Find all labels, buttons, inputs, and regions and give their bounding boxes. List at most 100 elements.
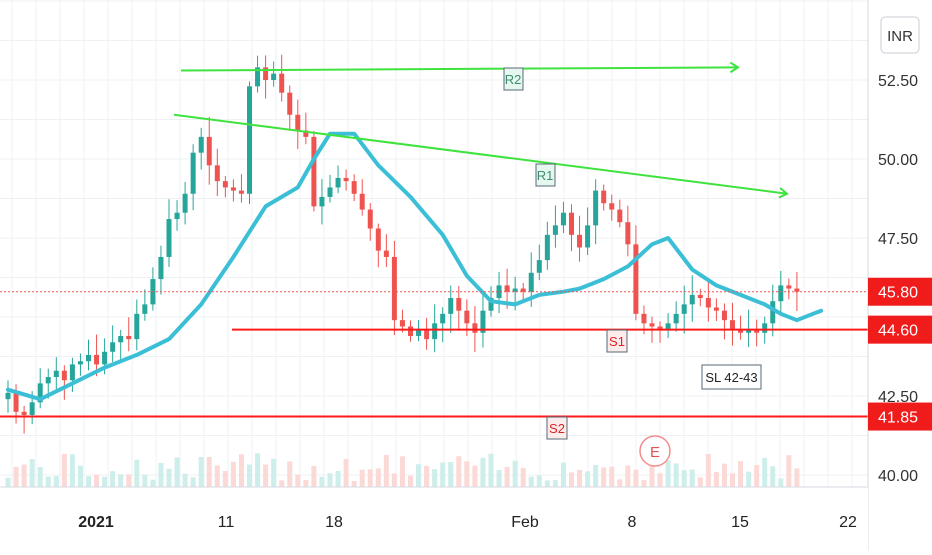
volume-bar <box>37 467 43 487</box>
volume-bar <box>544 480 550 487</box>
candle-body <box>472 323 478 333</box>
candle-body <box>102 351 108 365</box>
candle-body <box>335 177 341 188</box>
candle-body <box>86 354 91 362</box>
resistance-label-box <box>535 163 556 187</box>
candle-body <box>408 326 413 336</box>
candle-body <box>496 285 502 299</box>
volume-bar <box>230 461 236 487</box>
candle-body <box>94 354 100 365</box>
support-price-tag-s1: 44.60 <box>878 323 918 340</box>
volume-bar <box>689 469 695 487</box>
volume-bar <box>432 469 438 487</box>
volume-bar <box>746 471 752 487</box>
currency-box <box>880 16 920 54</box>
candle-body <box>5 392 11 400</box>
candle-body <box>110 342 116 352</box>
candle-body <box>311 136 317 207</box>
candle-body <box>738 329 744 333</box>
x-tick-label: 22 <box>839 514 857 531</box>
candle-body <box>762 323 768 333</box>
x-tick-label: 2021 <box>78 514 114 531</box>
volume-bar <box>327 473 333 487</box>
support-label-box <box>606 329 628 353</box>
volume-bar <box>206 456 212 487</box>
volume-bar <box>166 468 172 487</box>
candle-body <box>69 364 75 381</box>
volume-bar <box>617 479 623 487</box>
volume-bar <box>681 470 687 487</box>
y-tick-label: 52.50 <box>878 73 918 90</box>
volume-bar <box>359 469 365 487</box>
currency-label: INR <box>887 28 913 45</box>
volume-bar <box>721 463 727 487</box>
resistance-line-r1 <box>173 113 788 195</box>
volume-layer <box>5 453 800 487</box>
volume-bar <box>158 462 164 487</box>
candle-body <box>456 298 462 311</box>
candle-body <box>528 272 534 292</box>
support-price-tag-s2-box <box>868 402 932 431</box>
resistance-arrowhead <box>778 187 789 199</box>
time-axis-background <box>0 487 868 550</box>
volume-bar <box>287 461 293 487</box>
candle-body <box>359 193 365 210</box>
candle-body <box>190 152 196 194</box>
candle-body <box>343 177 349 182</box>
candle-body <box>721 310 727 321</box>
candle-body <box>585 225 591 248</box>
candle-body <box>778 285 784 302</box>
x-tick-label: Feb <box>511 514 539 531</box>
resistance-label-r2: R2 <box>505 72 522 87</box>
candle-body <box>142 304 148 314</box>
volume-bar <box>238 454 244 487</box>
candle-body <box>480 310 486 333</box>
ema-layer <box>6 131 824 402</box>
earnings-marker <box>639 435 671 467</box>
candle-body <box>633 244 639 314</box>
volume-bar <box>480 457 486 487</box>
candle-body <box>617 209 623 223</box>
candle-body <box>206 136 212 166</box>
candle-body <box>504 285 510 292</box>
volume-bar <box>657 473 663 487</box>
volume-bar <box>391 473 397 487</box>
volume-bar <box>464 461 470 487</box>
candle-body <box>391 256 397 321</box>
volume-bar <box>102 476 108 487</box>
volume-bar <box>190 477 196 487</box>
volume-bar <box>279 480 285 487</box>
grid-layer <box>0 0 868 487</box>
volume-bar <box>255 453 261 487</box>
candle-body <box>166 219 172 257</box>
volume-bar <box>593 465 599 487</box>
volume-bar <box>665 460 671 487</box>
candle-body <box>399 320 405 327</box>
volume-bar <box>625 465 631 487</box>
volume-bar <box>713 472 719 487</box>
candle-body <box>424 329 430 340</box>
candle-body <box>182 193 188 213</box>
resistance-line-r2 <box>180 66 739 72</box>
volume-bar <box>271 458 277 487</box>
candle-body <box>754 329 760 333</box>
candle-body <box>609 203 615 210</box>
volume-bar <box>424 465 430 487</box>
candle-body <box>271 73 277 80</box>
volume-bar <box>448 462 454 487</box>
volume-bar <box>552 480 558 487</box>
candle-body <box>45 377 51 384</box>
ema-line <box>6 131 824 402</box>
candle-body <box>649 323 655 327</box>
candle-layer <box>5 54 800 434</box>
candle-body <box>29 402 35 415</box>
volume-bar <box>416 464 422 487</box>
volume-bar <box>21 464 27 487</box>
price-axis-background <box>868 0 932 550</box>
candle-body <box>536 260 542 273</box>
candle-body <box>126 335 132 340</box>
candle-body <box>13 392 19 412</box>
volume-bar <box>496 470 502 487</box>
x-tick-label: 15 <box>731 514 749 531</box>
